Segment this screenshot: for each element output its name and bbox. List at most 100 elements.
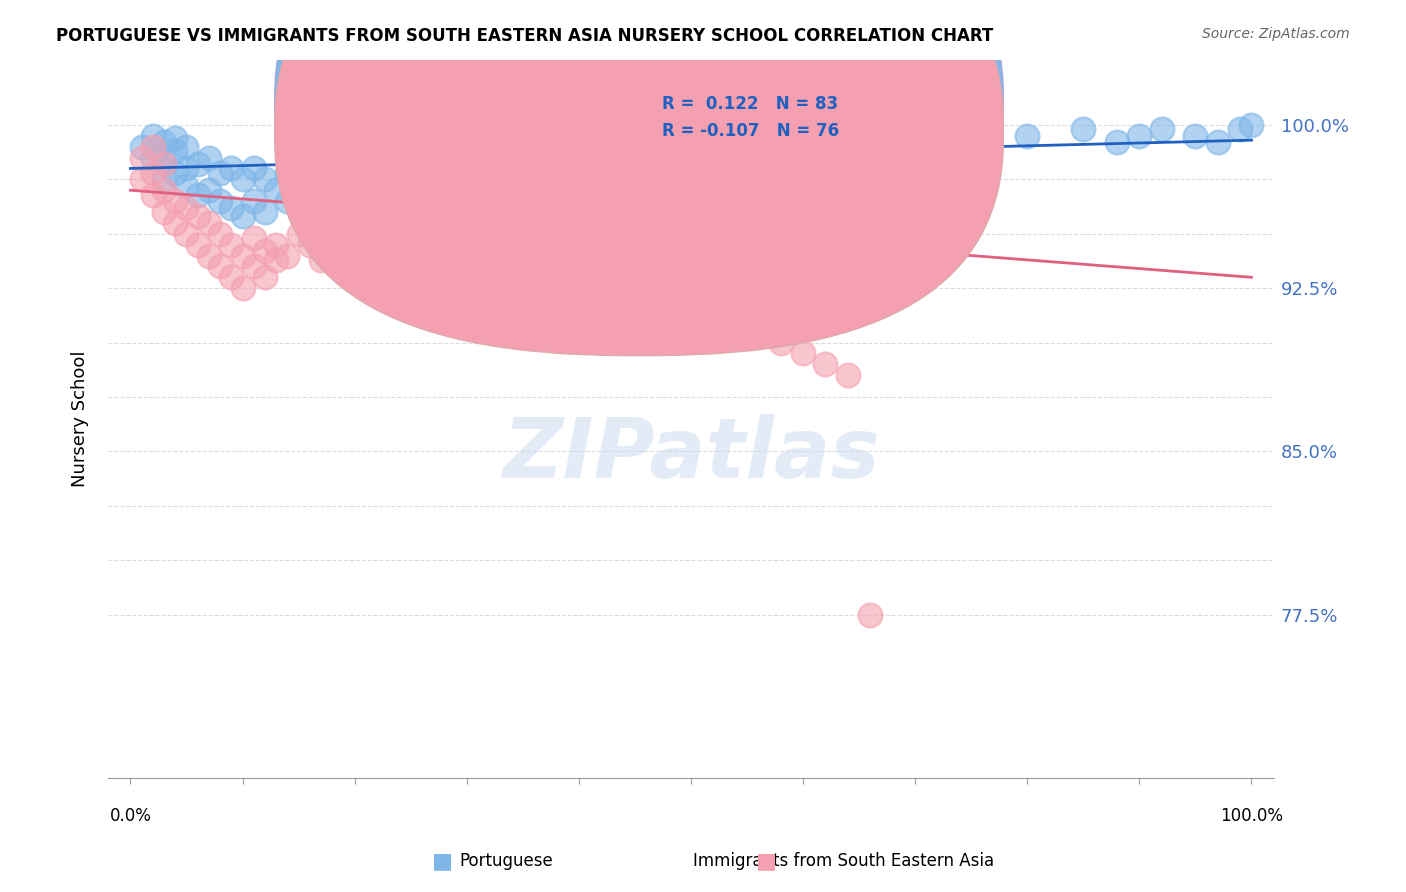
Text: Source: ZipAtlas.com: Source: ZipAtlas.com xyxy=(1202,27,1350,41)
Point xyxy=(298,187,321,202)
Point xyxy=(142,128,165,143)
Point xyxy=(702,310,724,324)
Point xyxy=(276,166,298,180)
Point xyxy=(209,194,232,208)
Point xyxy=(904,216,927,230)
Point xyxy=(176,161,198,176)
Text: R =  0.122   N = 83: R = 0.122 N = 83 xyxy=(662,95,838,113)
Point xyxy=(231,248,253,262)
Point xyxy=(523,178,546,193)
Point xyxy=(399,187,422,202)
Point xyxy=(645,302,668,317)
Point xyxy=(478,270,501,285)
Point xyxy=(411,252,433,267)
Point xyxy=(568,178,591,193)
Point xyxy=(142,166,165,180)
Point xyxy=(165,194,187,208)
Point xyxy=(636,296,658,310)
Point xyxy=(253,270,276,285)
Point xyxy=(242,161,264,176)
FancyBboxPatch shape xyxy=(274,0,1004,329)
Point xyxy=(758,325,780,339)
Point xyxy=(613,172,636,186)
Point xyxy=(242,231,264,245)
Text: 0.0%: 0.0% xyxy=(110,806,152,825)
Point xyxy=(602,178,624,193)
Point xyxy=(602,281,624,295)
Point xyxy=(242,194,264,208)
Point xyxy=(814,157,837,171)
Point xyxy=(131,172,153,186)
Point xyxy=(287,172,309,186)
Point xyxy=(489,281,512,295)
FancyBboxPatch shape xyxy=(274,0,1004,356)
Point xyxy=(321,183,343,197)
Point xyxy=(276,248,298,262)
Point xyxy=(679,172,702,186)
Point xyxy=(904,144,927,158)
Point xyxy=(388,183,411,197)
Point xyxy=(343,194,366,208)
Point xyxy=(1150,122,1173,136)
Point xyxy=(153,183,176,197)
Point xyxy=(433,260,456,274)
Text: Immigrants from South Eastern Asia: Immigrants from South Eastern Asia xyxy=(693,852,994,870)
Point xyxy=(253,244,276,259)
Point xyxy=(444,270,467,285)
Point xyxy=(613,287,636,301)
Point xyxy=(591,275,613,289)
Point xyxy=(131,139,153,153)
Point xyxy=(231,281,253,295)
Point xyxy=(343,248,366,262)
Point xyxy=(1184,128,1206,143)
Point xyxy=(467,178,489,193)
Point xyxy=(221,161,243,176)
Point xyxy=(579,270,602,285)
Point xyxy=(501,266,523,280)
Text: ■: ■ xyxy=(756,851,776,871)
Text: ■: ■ xyxy=(433,851,453,871)
Point xyxy=(165,131,187,145)
Point xyxy=(309,252,332,267)
Point xyxy=(287,227,309,241)
Point xyxy=(142,187,165,202)
Point xyxy=(848,161,870,176)
Point xyxy=(153,172,176,186)
Point xyxy=(702,183,724,197)
Point xyxy=(747,318,769,333)
Point xyxy=(287,201,309,215)
Y-axis label: Nursery School: Nursery School xyxy=(72,351,89,487)
Point xyxy=(198,183,221,197)
Point xyxy=(456,275,478,289)
Point xyxy=(343,166,366,180)
Point xyxy=(523,275,546,289)
Point xyxy=(198,248,221,262)
Point xyxy=(253,205,276,219)
Point xyxy=(501,172,523,186)
Point xyxy=(546,172,568,186)
Point xyxy=(467,260,489,274)
Point xyxy=(1017,128,1039,143)
Point xyxy=(165,166,187,180)
Point xyxy=(837,368,859,383)
Point xyxy=(221,237,243,252)
Point xyxy=(198,151,221,165)
Point xyxy=(165,216,187,230)
Point xyxy=(253,172,276,186)
Point xyxy=(792,346,814,360)
Point xyxy=(209,166,232,180)
Point xyxy=(456,161,478,176)
Point xyxy=(264,237,287,252)
Point xyxy=(187,157,209,171)
Point xyxy=(231,172,253,186)
Point xyxy=(422,172,444,186)
Point xyxy=(792,166,814,180)
Text: 100.0%: 100.0% xyxy=(1220,806,1282,825)
Point xyxy=(512,270,534,285)
Point xyxy=(153,136,176,150)
Point xyxy=(960,136,983,150)
Point xyxy=(882,151,904,165)
Point xyxy=(321,244,343,259)
Point xyxy=(142,151,165,165)
Point xyxy=(176,201,198,215)
